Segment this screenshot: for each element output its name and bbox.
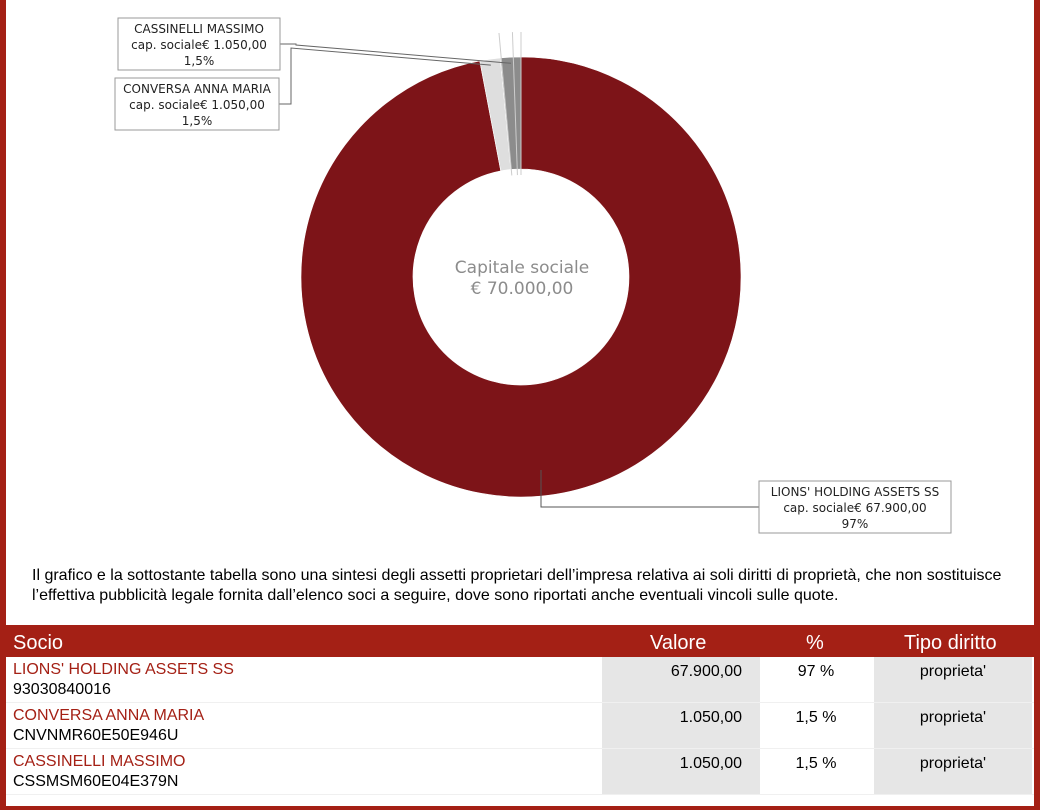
callout-text: 1,5% (182, 114, 213, 128)
header-socio: Socio (13, 632, 64, 654)
callout-text: CONVERSA ANNA MARIA (123, 82, 271, 96)
donut-slice (300, 56, 742, 498)
callout-text: cap. sociale€ 1.050,00 (129, 98, 265, 112)
leader-line (279, 47, 491, 105)
callout-text: CASSINELLI MASSIMO (134, 22, 264, 36)
socio-name[interactable]: LIONS' HOLDING ASSETS SS (13, 661, 234, 678)
callout-box (114, 77, 280, 131)
socio-percent: 97 % (797, 663, 835, 680)
socio-code: CSSMSM60E04E379N (13, 773, 179, 790)
center-label: Capitale sociale (455, 258, 589, 278)
socio-tipo-diritto: proprieta' (919, 755, 987, 772)
socio-code: CNVNMR60E50E946U (13, 727, 179, 744)
guide-line (498, 32, 513, 176)
socio-valore: 1.050,00 (679, 755, 742, 772)
ownership-donut-chart: Capitale sociale€ 70.000,00 LIONS' HOLDIN… (114, 17, 952, 534)
callout-text: cap. sociale€ 1.050,00 (131, 38, 267, 52)
ownership-table: Socio Valore % Tipo diritto LIONS' HOLDI… (6, 625, 1034, 795)
callout-box (117, 17, 281, 71)
guide-line (511, 32, 518, 176)
table-header: Socio Valore % Tipo diritto (6, 625, 1034, 657)
leader-line (540, 470, 759, 508)
callout-text: 97% (842, 517, 869, 531)
header-valore: Valore (650, 632, 707, 654)
socio-name[interactable]: CASSINELLI MASSIMO (13, 753, 186, 770)
center-label: € 70.000,00 (471, 279, 574, 299)
socio-percent: 1,5 % (795, 755, 837, 772)
socio-percent: 1,5 % (795, 709, 837, 726)
socio-tipo-diritto: proprieta' (919, 709, 987, 726)
callout-box (758, 480, 952, 534)
callout-text: cap. sociale€ 67.900,00 (783, 501, 926, 515)
callout-text: LIONS' HOLDING ASSETS SS (771, 485, 939, 499)
socio-name[interactable]: CONVERSA ANNA MARIA (13, 707, 205, 724)
socio-valore: 67.900,00 (670, 663, 742, 680)
header-tipo-diritto: Tipo diritto (904, 632, 997, 654)
callout-text: 1,5% (184, 54, 215, 68)
socio-valore: 1.050,00 (679, 709, 742, 726)
table-row: LIONS' HOLDING ASSETS SS 93030840016 67.… (6, 657, 1034, 703)
socio-code: 93030840016 (13, 681, 111, 698)
table-row: CASSINELLI MASSIMO CSSMSM60E04E379N 1.05… (6, 749, 1034, 795)
socio-tipo-diritto: proprieta' (919, 663, 987, 680)
header-percent: % (806, 632, 824, 654)
chart-description: Il grafico e la sottostante tabella sono… (32, 567, 1002, 604)
leader-line (280, 43, 511, 64)
table-row: CONVERSA ANNA MARIA CNVNMR60E50E946U 1.0… (6, 703, 1034, 749)
